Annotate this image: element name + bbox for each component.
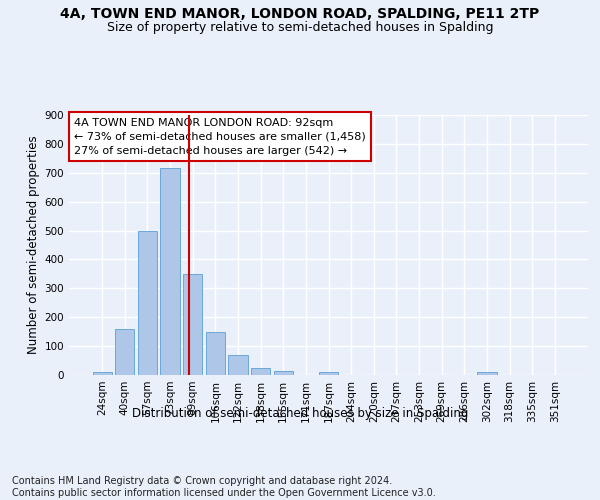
Bar bbox=[274, 371, 293, 375]
Bar bbox=[477, 372, 497, 375]
Bar bbox=[206, 332, 225, 375]
Bar bbox=[92, 372, 112, 375]
Bar bbox=[319, 372, 338, 375]
Bar bbox=[183, 274, 202, 375]
Bar bbox=[160, 168, 180, 375]
Bar bbox=[251, 368, 270, 375]
Bar bbox=[115, 329, 134, 375]
Y-axis label: Number of semi-detached properties: Number of semi-detached properties bbox=[28, 136, 40, 354]
Text: Size of property relative to semi-detached houses in Spalding: Size of property relative to semi-detach… bbox=[107, 21, 493, 34]
Text: 4A TOWN END MANOR LONDON ROAD: 92sqm
← 73% of semi-detached houses are smaller (: 4A TOWN END MANOR LONDON ROAD: 92sqm ← 7… bbox=[74, 118, 366, 156]
Bar bbox=[229, 356, 248, 375]
Text: 4A, TOWN END MANOR, LONDON ROAD, SPALDING, PE11 2TP: 4A, TOWN END MANOR, LONDON ROAD, SPALDIN… bbox=[61, 8, 539, 22]
Text: Distribution of semi-detached houses by size in Spalding: Distribution of semi-detached houses by … bbox=[132, 408, 468, 420]
Bar bbox=[138, 230, 157, 375]
Text: Contains HM Land Registry data © Crown copyright and database right 2024.
Contai: Contains HM Land Registry data © Crown c… bbox=[12, 476, 436, 498]
